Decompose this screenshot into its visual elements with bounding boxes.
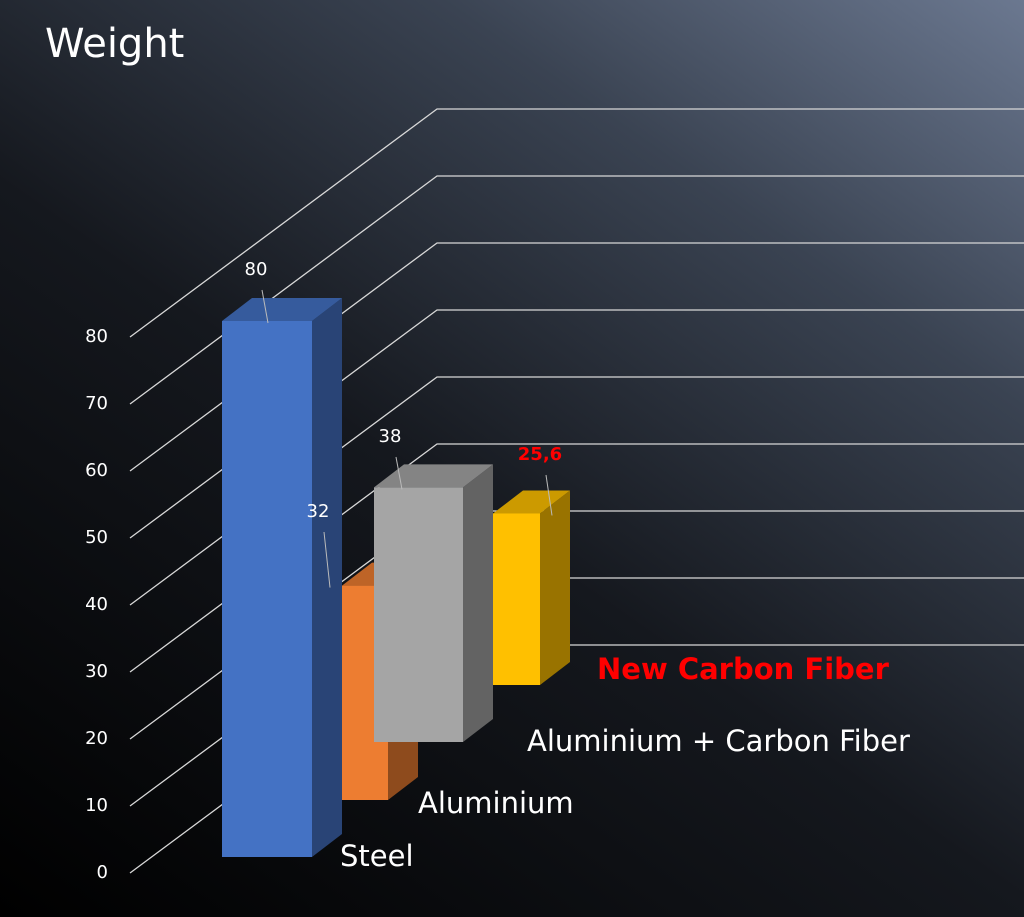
bar-side <box>312 298 342 857</box>
y-tick-label: 0 <box>97 862 108 883</box>
leader-line <box>545 474 553 516</box>
category-label: Aluminium + Carbon Fiber <box>527 724 910 758</box>
y-tick-label: 30 <box>85 661 108 682</box>
value-label: 25,6 <box>518 444 562 465</box>
y-tick-label: 20 <box>85 728 108 749</box>
category-label: Aluminium <box>418 786 574 820</box>
grid-line <box>129 108 1024 338</box>
category-label: Steel <box>340 839 414 873</box>
y-tick-label: 60 <box>85 460 108 481</box>
bar-side <box>540 490 570 685</box>
bar <box>374 487 463 742</box>
y-tick-label: 70 <box>85 393 108 414</box>
bar-top <box>222 298 342 321</box>
value-label: 80 <box>245 259 268 280</box>
leader-line <box>395 456 403 490</box>
value-label: 32 <box>307 501 330 522</box>
y-tick-label: 50 <box>85 527 108 548</box>
y-tick-label: 10 <box>85 795 108 816</box>
leader-line <box>323 531 331 588</box>
y-tick-label: 80 <box>85 326 108 347</box>
value-label: 38 <box>379 426 402 447</box>
chart-title: Weight <box>45 21 184 67</box>
leader-line <box>261 289 269 324</box>
bar-top <box>493 490 570 514</box>
category-label: New Carbon Fiber <box>597 652 890 686</box>
bar-top <box>374 464 493 488</box>
y-tick-label: 40 <box>85 594 108 615</box>
bar <box>493 513 540 685</box>
bar-side <box>463 464 493 742</box>
bar <box>222 321 312 857</box>
